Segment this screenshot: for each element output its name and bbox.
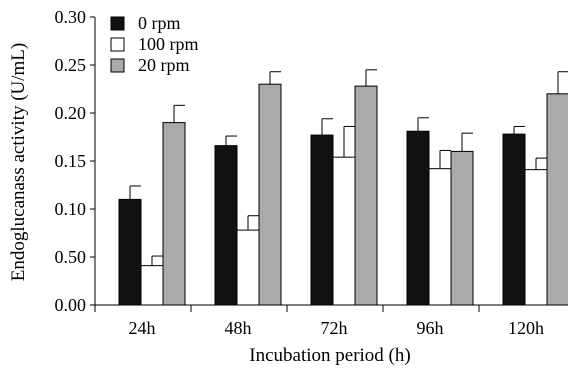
legend-label: 20 rpm [138,55,190,75]
bar [310,134,334,306]
x-tick-label: 96h [417,318,444,338]
bar [214,145,238,306]
legend-swatch [110,37,125,52]
y-tick-label: 0.50 [55,247,87,267]
bar [332,156,356,306]
y-tick-label: 0.25 [55,55,87,75]
x-tick-label: 24h [129,318,156,338]
bar [140,265,164,306]
bar [524,169,548,306]
legend-label: 100 rpm [138,34,199,54]
x-axis-label: Incubation period (h) [249,345,410,366]
bar [428,168,452,306]
legend-label: 0 rpm [138,13,181,33]
bar [118,198,142,306]
x-tick-label: 48h [225,318,252,338]
y-tick-label: 0.20 [55,103,87,123]
bar [162,122,186,306]
legend-swatch [110,16,125,31]
y-tick-label: 0.30 [55,7,87,27]
y-tick-label: 0.00 [55,295,87,315]
bar [258,83,282,306]
x-tick-label: 72h [321,318,348,338]
bar [406,130,430,306]
bar [502,133,526,306]
bar [236,229,260,306]
bar [354,85,378,306]
y-axis-label: Endoglucanass activity (U/mL) [8,43,29,282]
bar-series [118,69,568,306]
y-tick-label: 0.15 [55,151,87,171]
legend-swatch [110,58,125,73]
x-axis: 24h 48h 72h 96h 120h [94,304,568,338]
y-axis: 0.00 0.50 0.10 0.15 0.20 0.25 0.30 [55,7,96,315]
y-tick-label: 0.10 [55,199,87,219]
bar [546,93,568,306]
x-tick-label: 120h [508,318,544,338]
bar [450,150,474,306]
